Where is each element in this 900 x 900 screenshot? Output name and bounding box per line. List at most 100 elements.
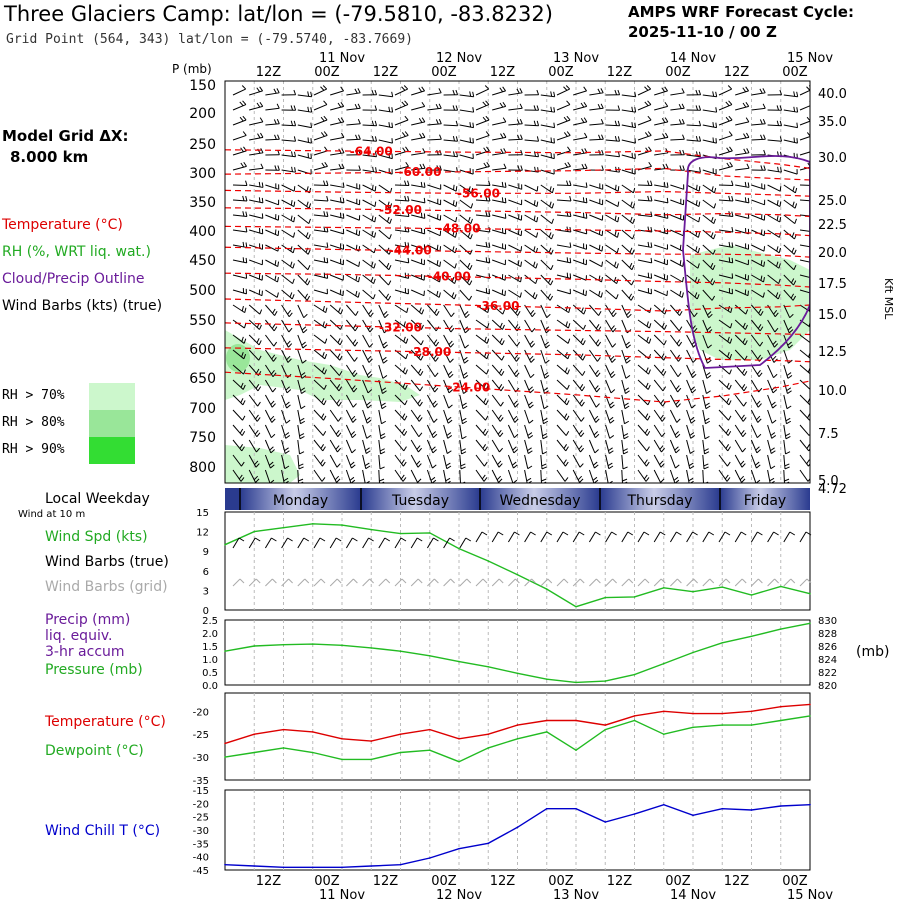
height-tick-label: 10.0: [818, 384, 847, 399]
wind-barb: [524, 214, 539, 223]
wind-barb: [475, 180, 491, 186]
surface-barb-grid: [524, 578, 536, 587]
wind-barb: [362, 469, 370, 483]
wind-barb: [281, 379, 292, 394]
wind-barb: [621, 439, 629, 455]
series-point: [458, 547, 460, 550]
wind-barb: [783, 199, 798, 209]
wind-barb: [605, 259, 619, 269]
height-tick-label: 35.0: [818, 115, 847, 130]
wind-barb: [507, 469, 518, 483]
precip-tick-label: 0.5: [202, 668, 218, 679]
wind-barb: [492, 163, 507, 171]
wind-barb: [427, 214, 442, 221]
wind-barb: [686, 424, 696, 439]
wind-barb: [297, 379, 306, 394]
wind-barb: [443, 184, 458, 192]
wind-barb: [573, 163, 588, 171]
surface-barb-grid: [767, 578, 779, 587]
wind-barb: [572, 469, 584, 483]
wind-barb: [556, 304, 571, 314]
wind-barb: [718, 257, 734, 264]
wind-barb: [751, 183, 766, 190]
wind-barb: [670, 198, 685, 206]
pressure-tick-label: 550: [189, 313, 216, 329]
wind-barb: [443, 214, 458, 223]
surface-barb-true: [653, 531, 666, 543]
wind-barb: [265, 165, 280, 171]
wind-barb: [702, 424, 710, 440]
wind-barb: [313, 424, 327, 436]
wind-barb: [394, 85, 409, 96]
wind-barb: [702, 394, 711, 410]
surface-barb-true: [783, 531, 796, 543]
temperature-contour: [225, 246, 810, 258]
wind-barb: [540, 469, 547, 483]
wind-barb: [702, 439, 710, 455]
wind-barb: [378, 469, 385, 483]
surface-barb-grid: [362, 578, 374, 587]
rh80-region: [226, 344, 250, 372]
wind-barb: [653, 394, 666, 407]
wind-barb: [735, 259, 749, 266]
surface-barb-true: [378, 537, 391, 549]
wind-barb: [346, 289, 360, 298]
wind-barb: [459, 214, 473, 225]
series-point: [662, 710, 665, 713]
height-axis-title: Kft MSL: [882, 278, 895, 320]
wind-barb: [345, 394, 357, 408]
wind-barb: [508, 103, 523, 111]
wind-barb: [264, 364, 277, 378]
wind-barb: [783, 122, 799, 129]
wind-barb: [281, 469, 289, 483]
wind-barb: [329, 469, 341, 483]
wind-barb: [783, 469, 790, 483]
wind-barb: [459, 244, 473, 255]
wind-barb: [686, 379, 697, 394]
series-point: [692, 590, 694, 593]
wind-barb: [589, 183, 604, 190]
wind-barb: [734, 319, 748, 330]
wind-barb: [783, 274, 797, 286]
wind-barb: [799, 439, 810, 452]
wind-barb: [507, 409, 519, 423]
panel-tick-label: -45: [193, 866, 209, 877]
wind-barb: [621, 184, 636, 194]
wind-barb: [686, 244, 700, 254]
wind-barb: [232, 241, 248, 248]
wind-barb: [524, 469, 532, 483]
wind-barb: [475, 304, 490, 314]
wind-barb: [621, 409, 630, 425]
temperature-contour-label: -64.00: [350, 144, 393, 158]
wind-barb: [264, 439, 275, 454]
wind-barb: [783, 106, 799, 113]
wind-barb: [540, 394, 549, 410]
wind-barb: [378, 274, 392, 286]
wind-barb: [491, 454, 503, 468]
wind-barb: [411, 244, 426, 250]
wind-barb: [734, 289, 749, 297]
wind-barb: [491, 379, 505, 392]
wind-barb: [556, 161, 571, 171]
time-tick-label: 00Z: [782, 65, 808, 80]
surface-barb-grid: [248, 578, 261, 587]
wind-barb: [378, 439, 386, 455]
surface-barb-true: [507, 531, 520, 543]
series-point: [662, 733, 665, 736]
wind-barb: [491, 304, 506, 315]
time-date-label: 11 Nov: [319, 888, 365, 900]
series-point: [721, 712, 724, 715]
wind-barb: [281, 454, 290, 470]
series-point: [604, 724, 607, 726]
wind-barb: [605, 184, 620, 192]
surface-barb-grid: [329, 578, 342, 587]
wind-barb: [345, 349, 358, 362]
wind-barb: [297, 152, 312, 160]
wind-barb: [492, 86, 506, 96]
surface-barb-grid: [621, 578, 634, 587]
wind-barb: [313, 349, 328, 360]
series-point: [341, 524, 343, 526]
wind-barb: [670, 274, 684, 283]
wind-barb: [508, 289, 522, 298]
wind-barb: [346, 229, 361, 237]
